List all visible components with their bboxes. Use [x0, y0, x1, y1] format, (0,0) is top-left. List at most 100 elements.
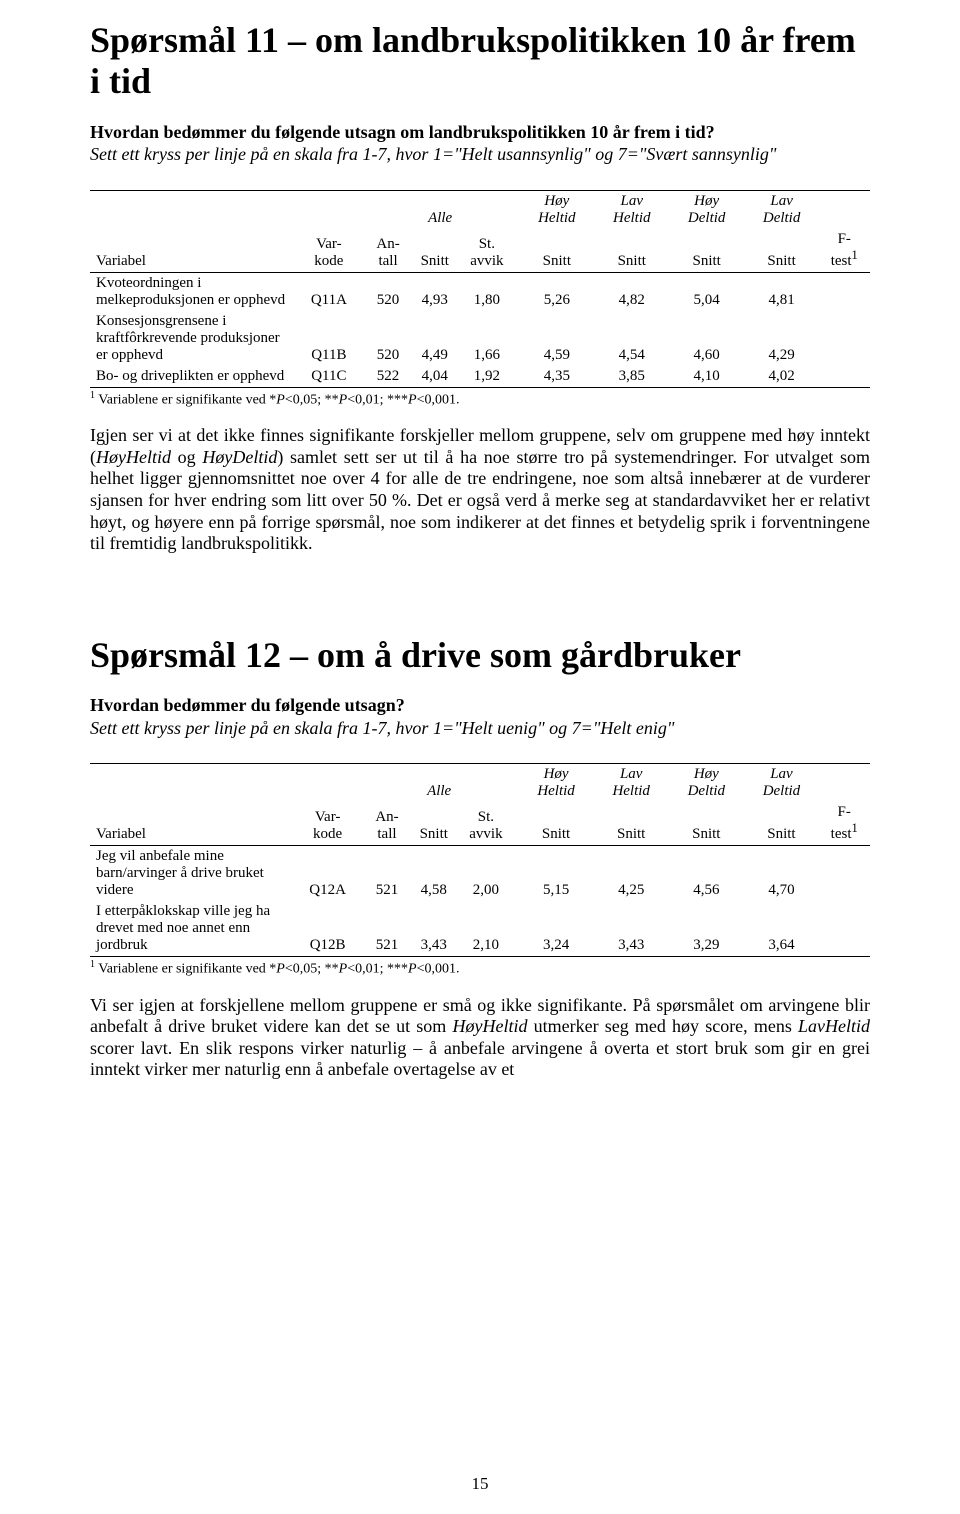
- cell-sd: 2,10: [454, 901, 518, 957]
- col-antall: An-tall: [362, 229, 415, 273]
- cell-g1: 4,35: [519, 366, 595, 388]
- section11-intro: Hvordan bedømmer du følgende utsagn om l…: [90, 121, 870, 166]
- section11-intro-italic: Sett ett kryss per linje på en skala fra…: [90, 144, 776, 164]
- col-ftest: F-test1: [818, 802, 870, 846]
- cell-mean: 4,49: [415, 311, 455, 366]
- section12-intro: Hvordan bedømmer du følgende utsagn? Set…: [90, 694, 870, 739]
- cell-n: 522: [362, 366, 415, 388]
- cell-g1: 5,26: [519, 272, 595, 311]
- cell-f: [819, 311, 871, 366]
- col-group-hoyheltid: Høy Heltid: [519, 190, 595, 229]
- cell-g2: 4,82: [595, 272, 669, 311]
- col-group-alle: Alle: [360, 764, 518, 803]
- col-stavvik: St. avvik: [454, 802, 518, 846]
- cell-g4: 4,81: [745, 272, 819, 311]
- cell-label: Jeg vil anbefale mine barn/arvinger å dr…: [90, 846, 295, 902]
- col-group-hoyheltid: Høy Heltid: [518, 764, 594, 803]
- cell-mean: 4,58: [414, 846, 454, 902]
- cell-g1: 4,59: [519, 311, 595, 366]
- cell-f: [818, 846, 870, 902]
- cell-g4: 4,70: [744, 846, 818, 902]
- table-row: Konsesjonsgrensene i kraftfôrkrevende pr…: [90, 311, 870, 366]
- cell-label: Konsesjonsgrensene i kraftfôrkrevende pr…: [90, 311, 296, 366]
- table-row: I etterpåklokskap ville jeg ha drevet me…: [90, 901, 870, 957]
- cell-n: 521: [360, 901, 413, 957]
- cell-code: Q12A: [295, 846, 360, 902]
- cell-label: I etterpåklokskap ville jeg ha drevet me…: [90, 901, 295, 957]
- cell-g4: 3,64: [744, 901, 818, 957]
- col-snitt-g1: Snitt: [519, 229, 595, 273]
- col-snitt-g2: Snitt: [594, 802, 668, 846]
- section12-heading: Spørsmål 12 – om å drive som gårdbruker: [90, 635, 870, 676]
- section12-intro-italic: Sett ett kryss per linje på en skala fra…: [90, 718, 674, 738]
- cell-g3: 4,56: [668, 846, 744, 902]
- table-row: Bo- og driveplikten er opphevd Q11C 522 …: [90, 366, 870, 388]
- cell-n: 520: [362, 272, 415, 311]
- col-snitt-g2: Snitt: [595, 229, 669, 273]
- cell-label: Kvoteordningen i melkeproduksjonen er op…: [90, 272, 296, 311]
- cell-sd: 2,00: [454, 846, 518, 902]
- col-snitt: Snitt: [414, 802, 454, 846]
- col-group-lavheltid: Lav Heltid: [594, 764, 668, 803]
- cell-code: Q12B: [295, 901, 360, 957]
- cell-g3: 5,04: [669, 272, 745, 311]
- cell-g4: 4,02: [745, 366, 819, 388]
- cell-code: Q11C: [296, 366, 361, 388]
- cell-sd: 1,66: [455, 311, 519, 366]
- page: Spørsmål 11 – om landbrukspolitikken 10 …: [0, 0, 960, 1514]
- section11-heading: Spørsmål 11 – om landbrukspolitikken 10 …: [90, 20, 870, 103]
- col-snitt-g3: Snitt: [668, 802, 744, 846]
- cell-g1: 5,15: [518, 846, 594, 902]
- cell-g1: 3,24: [518, 901, 594, 957]
- table-row: Kvoteordningen i melkeproduksjonen er op…: [90, 272, 870, 311]
- col-snitt-g1: Snitt: [518, 802, 594, 846]
- cell-mean: 3,43: [414, 901, 454, 957]
- cell-g3: 4,10: [669, 366, 745, 388]
- page-number: 15: [0, 1474, 960, 1494]
- cell-g3: 4,60: [669, 311, 745, 366]
- col-group-hoydeltid: Høy Deltid: [669, 190, 745, 229]
- section11-intro-bold: Hvordan bedømmer du følgende utsagn om l…: [90, 122, 715, 142]
- col-snitt: Snitt: [415, 229, 455, 273]
- cell-f: [818, 901, 870, 957]
- table-row: Jeg vil anbefale mine barn/arvinger å dr…: [90, 846, 870, 902]
- cell-g2: 3,85: [595, 366, 669, 388]
- section11-paragraph: Igjen ser vi at det ikke finnes signifik…: [90, 425, 870, 555]
- cell-g2: 4,54: [595, 311, 669, 366]
- col-stavvik: St. avvik: [455, 229, 519, 273]
- cell-sd: 1,92: [455, 366, 519, 388]
- col-ftest: F-test1: [819, 229, 871, 273]
- cell-code: Q11B: [296, 311, 361, 366]
- col-snitt-g3: Snitt: [669, 229, 745, 273]
- col-group-lavdeltid: Lav Deltid: [744, 764, 818, 803]
- section11-table: Alle Høy Heltid Lav Heltid Høy Deltid La…: [90, 190, 870, 388]
- cell-sd: 1,80: [455, 272, 519, 311]
- col-group-hoydeltid: Høy Deltid: [668, 764, 744, 803]
- col-variabel: Variabel: [90, 802, 295, 846]
- section11-footnote: 1 Variablene er signifikante ved *P<0,05…: [90, 390, 870, 409]
- col-varkode: Var-kode: [295, 802, 360, 846]
- col-variabel: Variabel: [90, 229, 296, 273]
- cell-code: Q11A: [296, 272, 361, 311]
- section12-footnote: 1 Variablene er signifikante ved *P<0,05…: [90, 959, 870, 978]
- cell-g2: 3,43: [594, 901, 668, 957]
- col-snitt-g4: Snitt: [745, 229, 819, 273]
- cell-g2: 4,25: [594, 846, 668, 902]
- cell-g4: 4,29: [745, 311, 819, 366]
- col-antall: An-tall: [360, 802, 413, 846]
- cell-n: 521: [360, 846, 413, 902]
- col-group-alle: Alle: [362, 190, 519, 229]
- cell-f: [819, 272, 871, 311]
- col-group-lavdeltid: Lav Deltid: [745, 190, 819, 229]
- cell-mean: 4,04: [415, 366, 455, 388]
- section12-paragraph: Vi ser igjen at forskjellene mellom grup…: [90, 995, 870, 1081]
- section12-table: Alle Høy Heltid Lav Heltid Høy Deltid La…: [90, 763, 870, 957]
- col-group-lavheltid: Lav Heltid: [595, 190, 669, 229]
- cell-g3: 3,29: [668, 901, 744, 957]
- cell-n: 520: [362, 311, 415, 366]
- cell-label: Bo- og driveplikten er opphevd: [90, 366, 296, 388]
- col-snitt-g4: Snitt: [744, 802, 818, 846]
- section12-intro-bold: Hvordan bedømmer du følgende utsagn?: [90, 695, 405, 715]
- cell-mean: 4,93: [415, 272, 455, 311]
- cell-f: [819, 366, 871, 388]
